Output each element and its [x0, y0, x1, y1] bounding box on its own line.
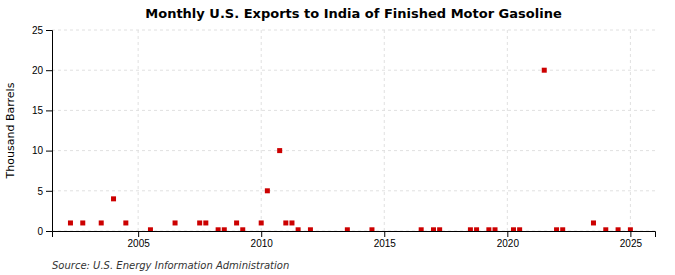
point: [283, 220, 288, 225]
point: [222, 227, 227, 231]
tick: 2020: [497, 231, 520, 249]
tick-mark: [46, 30, 52, 31]
point: [296, 227, 301, 231]
tick: 5: [37, 186, 52, 197]
point: [345, 227, 350, 231]
point: [80, 220, 85, 225]
point: [560, 227, 565, 231]
point: [216, 227, 221, 231]
axis-line: [46, 31, 53, 232]
grid-line: [138, 30, 139, 231]
point: [277, 148, 282, 153]
tick-label: 2010: [251, 238, 274, 249]
point: [419, 227, 424, 231]
point: [591, 220, 596, 225]
tick-label: 10: [32, 145, 44, 156]
point: [616, 227, 621, 231]
tick: 10: [32, 145, 52, 156]
point: [369, 227, 374, 231]
grid-line: [52, 150, 655, 151]
point: [259, 220, 264, 225]
tick: 20: [32, 65, 52, 76]
tick-mark: [46, 110, 52, 111]
tick-mark: [46, 151, 52, 152]
tick-label: 2025: [620, 238, 643, 249]
tick-mark: [46, 231, 52, 232]
tick-label: 0: [37, 226, 43, 237]
tick: 2005: [128, 231, 151, 249]
tick-mark: [261, 231, 262, 237]
source: Source: U.S. Energy Information Administ…: [52, 260, 289, 271]
y-axis-label: Thousand Barrels: [4, 82, 17, 179]
point: [468, 227, 473, 231]
point: [123, 220, 128, 225]
title: Monthly U.S. Exports to India of Finishe…: [145, 6, 562, 21]
tick: 0: [37, 226, 52, 237]
point: [628, 227, 633, 231]
points: [68, 68, 633, 231]
grid-line: [52, 110, 655, 111]
grid-line: [52, 30, 655, 31]
point: [431, 227, 436, 231]
tick-mark: [46, 191, 52, 192]
point: [542, 68, 547, 73]
tick-label: 15: [32, 105, 44, 116]
point: [308, 227, 313, 231]
tick: 2015: [374, 231, 397, 249]
point: [240, 227, 245, 231]
point: [148, 227, 153, 231]
point: [99, 220, 104, 225]
point: [493, 227, 498, 231]
point: [111, 196, 116, 201]
tick-label: 2020: [497, 238, 520, 249]
point: [203, 220, 208, 225]
point: [265, 188, 270, 193]
point: [437, 227, 442, 231]
tick-mark: [507, 231, 508, 237]
grid-line: [52, 70, 655, 71]
point: [603, 227, 608, 231]
point: [511, 227, 516, 231]
tick: 2025: [620, 231, 643, 249]
point: [289, 220, 294, 225]
tick-mark: [384, 231, 385, 237]
y-axis: 0 5 10 15 20 25: [32, 25, 53, 237]
tick-label: 5: [37, 186, 43, 197]
x-axis: 2005 2010 2015 2020 2025: [53, 231, 656, 249]
point: [173, 220, 178, 225]
point: [517, 227, 522, 231]
point: [68, 220, 73, 225]
plot-area: 200520102015202020250510152025: [32, 25, 656, 249]
tick-mark: [138, 231, 139, 237]
tick: 2010: [251, 231, 274, 249]
tick-mark: [46, 70, 52, 71]
tick-label: 2005: [128, 238, 151, 249]
grid-line: [384, 30, 385, 231]
tick-mark: [630, 231, 631, 237]
tick-label: 2015: [374, 238, 397, 249]
point: [234, 220, 239, 225]
grid-line: [52, 190, 655, 191]
point: [474, 227, 479, 231]
point: [554, 227, 559, 231]
tick-label: 20: [32, 65, 44, 76]
chart: 200520102015202020250510152025Monthly U.…: [0, 0, 675, 275]
grid-line: [261, 30, 262, 231]
grid-line: [507, 30, 508, 231]
axis-line: [53, 232, 656, 238]
tick: 25: [32, 25, 52, 36]
tick: 15: [32, 105, 52, 116]
point: [197, 220, 202, 225]
tick-label: 25: [32, 25, 44, 36]
grid-line: [630, 30, 631, 231]
point: [486, 227, 491, 231]
grid: [52, 30, 655, 231]
